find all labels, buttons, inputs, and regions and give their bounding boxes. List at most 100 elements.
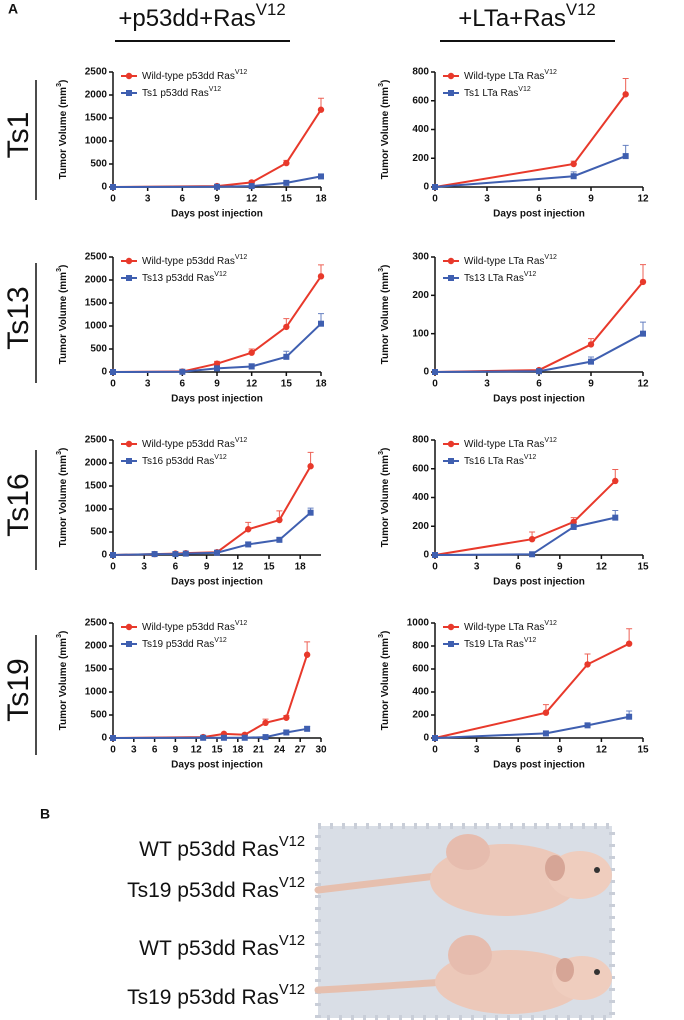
x-tick-label: 9 (204, 562, 210, 573)
text-part: WT p53dd Ras (139, 937, 279, 960)
data-point (110, 552, 116, 558)
data-point (262, 734, 269, 741)
text-part: Tumor Volume (mm (58, 455, 69, 548)
x-tick-label: 3 (145, 379, 151, 390)
text-part: Ts19 LTa Ras (464, 639, 524, 650)
x-tick-label: 6 (180, 379, 186, 390)
data-point (570, 518, 577, 526)
superscript: V12 (235, 620, 248, 627)
column-title: +p53dd+RasV12 (118, 0, 285, 32)
data-point (245, 526, 252, 533)
data-point (283, 179, 290, 186)
series-line (434, 281, 644, 373)
x-tick-label: 6 (173, 562, 179, 573)
x-tick-label: 6 (152, 745, 158, 756)
data-point (587, 341, 595, 348)
row-label: Ts19 (2, 658, 35, 721)
photo-label: WT p53dd RasV12 (139, 933, 305, 960)
data-point (110, 369, 116, 375)
data-point (318, 173, 324, 180)
legend-marker (125, 440, 133, 448)
series-line (112, 322, 322, 373)
x-tick-label: 12 (191, 745, 203, 756)
legend-marker (448, 458, 454, 464)
x-tick-label: 21 (253, 745, 265, 756)
series-line (434, 715, 630, 739)
x-tick-label: 0 (110, 379, 116, 390)
x-tick-label: 9 (557, 745, 563, 756)
x-tick-label: 30 (315, 745, 327, 756)
superscript: V12 (279, 834, 305, 850)
photo-label: Ts19 p53dd RasV12 (127, 982, 305, 1009)
data-point (283, 714, 290, 721)
y-tick-label: 1000 (85, 687, 108, 698)
superscript: 3 (56, 634, 63, 638)
series-line (434, 642, 630, 739)
text-part: Wild-type LTa Ras (464, 439, 544, 450)
legend-label: Ts1 LTa RasV12 (464, 86, 531, 98)
superscript: V12 (518, 86, 531, 93)
legend-marker (126, 275, 132, 281)
x-tick-label: 9 (214, 379, 220, 390)
y-tick-label: 200 (412, 290, 429, 301)
data-point (283, 729, 290, 736)
data-point (570, 160, 577, 168)
y-tick-label: 1500 (85, 113, 108, 124)
superscript: 3 (378, 83, 385, 87)
y-tick-label: 1000 (85, 321, 108, 332)
x-tick-label: 0 (432, 194, 438, 205)
photo-label: Ts19 p53dd RasV12 (127, 875, 305, 902)
x-axis-title: Days post injection (493, 760, 585, 771)
superscript: V12 (544, 254, 557, 261)
series-line (434, 516, 616, 556)
y-tick-label: 400 (412, 492, 429, 503)
data-point (220, 734, 227, 741)
text-part: Tumor Volume (mm (58, 87, 69, 180)
y-tick-label: 1500 (85, 664, 108, 675)
photo-label: WT p53dd RasV12 (139, 834, 305, 861)
superscript: V12 (544, 620, 557, 627)
legend-label: Ts16 p53dd RasV12 (142, 454, 227, 466)
text-part: +p53dd+Ras (118, 5, 255, 32)
x-tick-label: 0 (110, 562, 116, 573)
legend-marker (448, 90, 454, 96)
x-tick-label: 12 (232, 562, 244, 573)
data-point (432, 369, 438, 375)
text-part: Wild-type p53dd Ras (142, 439, 235, 450)
y-tick-label: 200 (412, 521, 429, 532)
y-tick-label: 800 (412, 641, 429, 652)
y-tick-label: 2500 (85, 252, 108, 263)
line-chart: 0 200 400 600 800 1000 0 3 6 9 12 15 Tumor Volume (m… (378, 618, 649, 771)
y-tick-label: 1000 (407, 618, 430, 629)
x-axis-title: Days post injection (171, 760, 263, 771)
superscript: V12 (524, 637, 537, 644)
data-point (172, 551, 179, 558)
text-part: ) (380, 448, 391, 451)
data-point (110, 184, 116, 190)
superscript: 3 (378, 451, 385, 455)
data-point (622, 91, 629, 98)
text-part: Tumor Volume (mm (380, 455, 391, 548)
y-tick-label: 0 (101, 182, 107, 193)
x-tick-label: 15 (637, 745, 649, 756)
column-title: +LTa+RasV12 (458, 0, 595, 32)
legend-marker (125, 72, 133, 80)
superscript: V12 (235, 437, 248, 444)
superscript: V12 (214, 454, 227, 461)
data-point (612, 477, 619, 485)
text-part: Wild-type p53dd Ras (142, 256, 235, 267)
text-part: Wild-type p53dd Ras (142, 622, 235, 633)
y-tick-label: 200 (412, 153, 429, 164)
data-point (622, 153, 629, 160)
text-part: Tumor Volume (mm (380, 638, 391, 731)
y-tick-label: 800 (412, 435, 429, 446)
data-point (542, 730, 549, 737)
series-line (434, 332, 644, 373)
text-part: Tumor Volume (mm (58, 638, 69, 731)
superscript: V12 (544, 69, 557, 76)
x-tick-label: 12 (596, 562, 608, 573)
x-tick-label: 9 (588, 379, 594, 390)
data-point (639, 278, 647, 286)
